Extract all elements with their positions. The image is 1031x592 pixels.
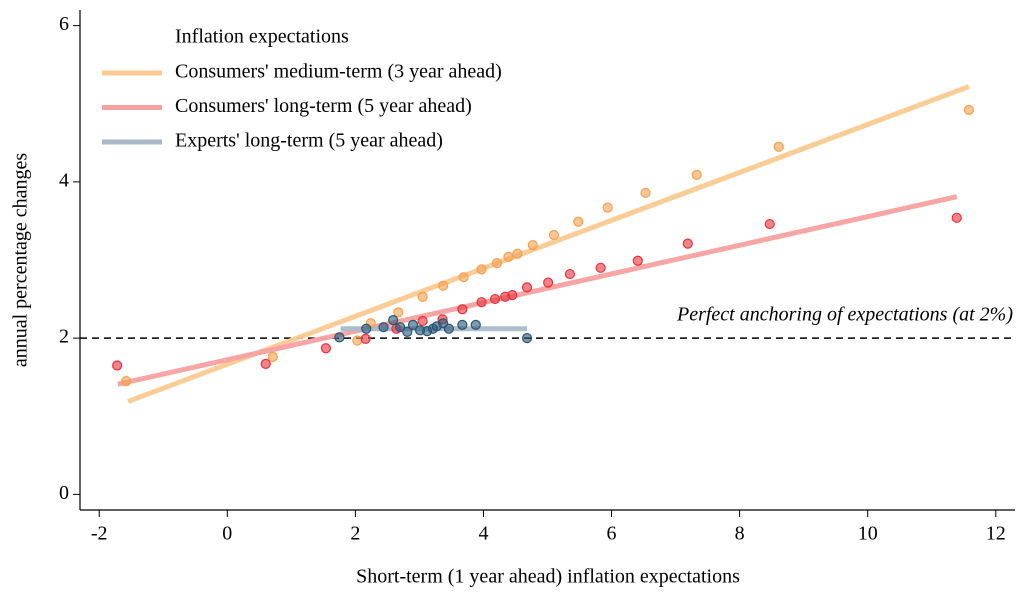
legend-label: Experts' long-term (5 year ahead) bbox=[175, 130, 443, 152]
point bbox=[438, 280, 449, 291]
point bbox=[951, 212, 962, 223]
point bbox=[476, 297, 487, 308]
point bbox=[595, 262, 606, 273]
point bbox=[503, 251, 514, 262]
point bbox=[640, 187, 651, 198]
point bbox=[352, 335, 363, 346]
fit-line bbox=[117, 194, 958, 387]
point bbox=[632, 255, 643, 266]
x-axis-title: Short-term (1 year ahead) inflation expe… bbox=[356, 566, 740, 588]
x-tick-label: 2 bbox=[350, 523, 360, 545]
x-tick-label: 6 bbox=[607, 523, 617, 545]
x-tick-label: 4 bbox=[478, 523, 488, 545]
point bbox=[402, 326, 413, 337]
point bbox=[489, 293, 501, 305]
point bbox=[773, 141, 784, 152]
point bbox=[543, 277, 554, 288]
point bbox=[521, 333, 533, 344]
point bbox=[691, 169, 702, 180]
point bbox=[378, 322, 389, 333]
point bbox=[682, 238, 693, 249]
y-axis-title: annual percentage changes bbox=[10, 153, 32, 368]
y-tick-label: 0 bbox=[59, 482, 69, 504]
point bbox=[458, 272, 469, 283]
y-tick-label: 6 bbox=[59, 13, 69, 35]
point bbox=[476, 264, 487, 275]
point bbox=[521, 282, 533, 293]
point bbox=[417, 291, 428, 302]
point bbox=[564, 268, 576, 280]
point bbox=[512, 248, 523, 259]
point bbox=[963, 104, 974, 116]
point bbox=[527, 240, 538, 251]
point bbox=[470, 319, 481, 330]
point bbox=[395, 322, 406, 333]
x-tick-label: 8 bbox=[735, 523, 745, 545]
legend-label: Consumers' medium-term (3 year ahead) bbox=[175, 61, 502, 83]
x-tick-label: 12 bbox=[986, 523, 1006, 545]
point bbox=[457, 319, 468, 330]
point bbox=[507, 290, 518, 301]
point bbox=[407, 319, 419, 330]
point bbox=[602, 202, 613, 213]
point bbox=[573, 216, 584, 227]
point bbox=[393, 307, 404, 318]
y-tick-label: 4 bbox=[59, 169, 69, 191]
y-tick-label: 2 bbox=[59, 326, 69, 348]
point bbox=[320, 343, 332, 354]
legend-label: Consumers' long-term (5 year ahead) bbox=[175, 95, 472, 117]
point bbox=[491, 258, 503, 269]
x-tick-label: -2 bbox=[91, 523, 108, 545]
point bbox=[267, 351, 278, 362]
point bbox=[443, 323, 454, 334]
x-tick-label: 0 bbox=[222, 523, 232, 545]
point bbox=[121, 375, 132, 387]
point bbox=[360, 333, 371, 345]
point bbox=[388, 315, 399, 326]
x-tick-label: 10 bbox=[858, 523, 878, 545]
point bbox=[334, 332, 345, 343]
point bbox=[548, 229, 560, 241]
point bbox=[260, 358, 271, 370]
point bbox=[764, 218, 775, 230]
point bbox=[112, 360, 123, 371]
annotation: Perfect anchoring of expectations (at 2%… bbox=[676, 304, 1013, 326]
point bbox=[457, 304, 468, 315]
legend-title: Inflation expectations bbox=[175, 26, 349, 48]
point bbox=[417, 315, 428, 327]
point bbox=[361, 323, 372, 334]
